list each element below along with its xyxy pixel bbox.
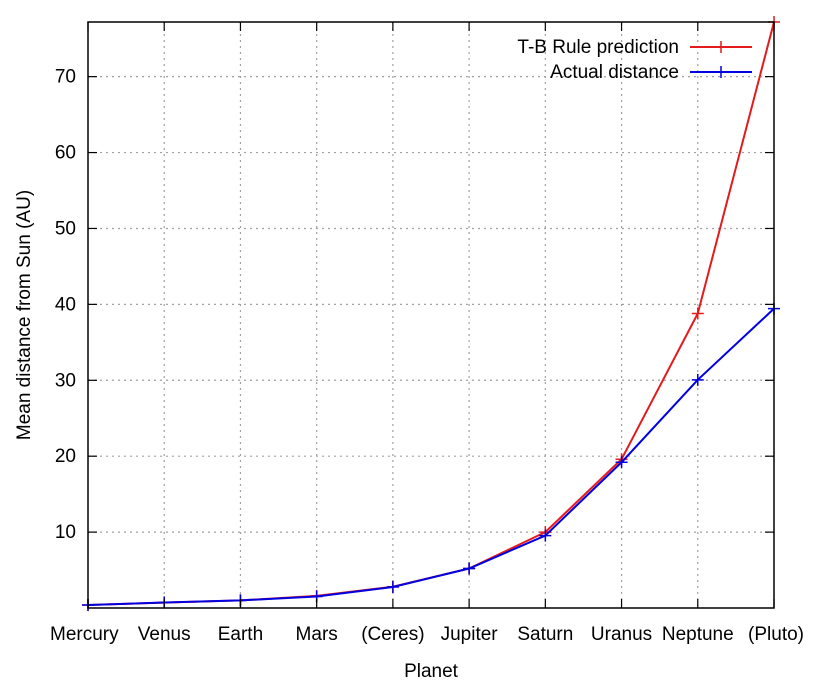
y-tick-label: 30 (55, 370, 76, 391)
x-tick-label: Mars (296, 624, 338, 645)
legend: T-B Rule prediction Actual distance (517, 37, 752, 83)
legend-label: T-B Rule prediction (517, 37, 679, 58)
legend-swatch-marker (715, 41, 727, 53)
data-point (539, 529, 552, 542)
x-tick-label: (Ceres) (361, 624, 424, 645)
x-tick-label: Uranus (591, 624, 652, 645)
y-tick-label: 50 (55, 218, 76, 239)
x-tick-label: Mercury (50, 624, 119, 645)
x-tick-label: (Pluto) (748, 624, 804, 645)
grid-lines (88, 22, 774, 608)
x-tick-label: Jupiter (441, 624, 499, 645)
data-point (691, 373, 704, 386)
y-axis: 10 20 30 40 50 60 70 (55, 67, 774, 543)
legend-label: Actual distance (550, 62, 679, 83)
y-tick-label: 60 (55, 143, 76, 164)
series-lines (82, 16, 780, 612)
series-line (87, 21, 775, 606)
data-point (463, 562, 476, 575)
y-tick-label: 20 (55, 446, 76, 467)
x-tick-label: Neptune (662, 624, 734, 645)
y-axis-title: Mean distance from Sun (AU) (14, 190, 35, 440)
series-line (87, 307, 775, 607)
x-tick-label: Saturn (517, 624, 573, 645)
x-tick-label: Venus (138, 624, 191, 645)
data-point (386, 580, 399, 593)
plot-frame (87, 21, 775, 609)
series-tb-prediction (82, 16, 780, 611)
x-axis: Mercury Venus Earth Mars (Ceres) Jupiter Satur… (50, 22, 804, 645)
y-tick-label: 10 (55, 522, 76, 543)
data-point (691, 307, 704, 320)
x-axis-title: Planet (404, 661, 459, 682)
y-tick-label: 70 (55, 67, 76, 88)
legend-swatch-marker (715, 66, 727, 78)
data-point (615, 456, 628, 469)
series-actual-distance (82, 302, 780, 612)
y-tick-label: 40 (55, 294, 76, 315)
x-tick-label: Earth (218, 624, 263, 645)
